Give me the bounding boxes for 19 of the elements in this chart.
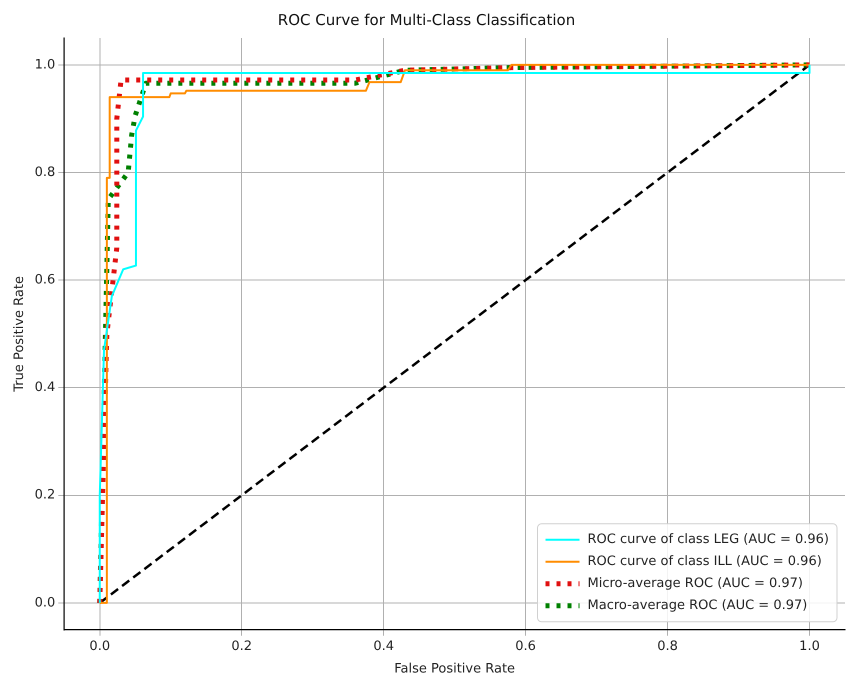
y-tick-label: 0.2	[34, 488, 56, 503]
legend-label: ROC curve of class ILL (AUC = 0.96)	[588, 554, 822, 570]
legend-label: Micro-average ROC (AUC = 0.97)	[588, 576, 803, 592]
x-tick-label: 1.0	[799, 638, 820, 654]
x-axis-title: False Positive Rate	[394, 662, 516, 677]
y-tick-label: 1.0	[34, 57, 56, 72]
x-tick-label: 0.6	[515, 638, 536, 654]
x-tick-label: 0.8	[657, 638, 678, 654]
x-tick-label: 0.0	[89, 638, 110, 654]
y-axis-title: True Positive Rate	[12, 276, 28, 393]
y-tick-label: 0.6	[34, 272, 56, 288]
y-tick-label: 0.8	[34, 164, 56, 180]
legend-label: ROC curve of class LEG (AUC = 0.96)	[588, 532, 830, 548]
x-tick-label: 0.4	[373, 638, 394, 654]
chart-title: ROC Curve for Multi-Class Classification	[278, 10, 576, 29]
x-tick-label: 0.2	[231, 638, 252, 654]
legend-label: Macro-average ROC (AUC = 0.97)	[588, 598, 808, 614]
y-tick-label: 0.0	[34, 595, 56, 610]
y-tick-label: 0.4	[34, 380, 56, 396]
